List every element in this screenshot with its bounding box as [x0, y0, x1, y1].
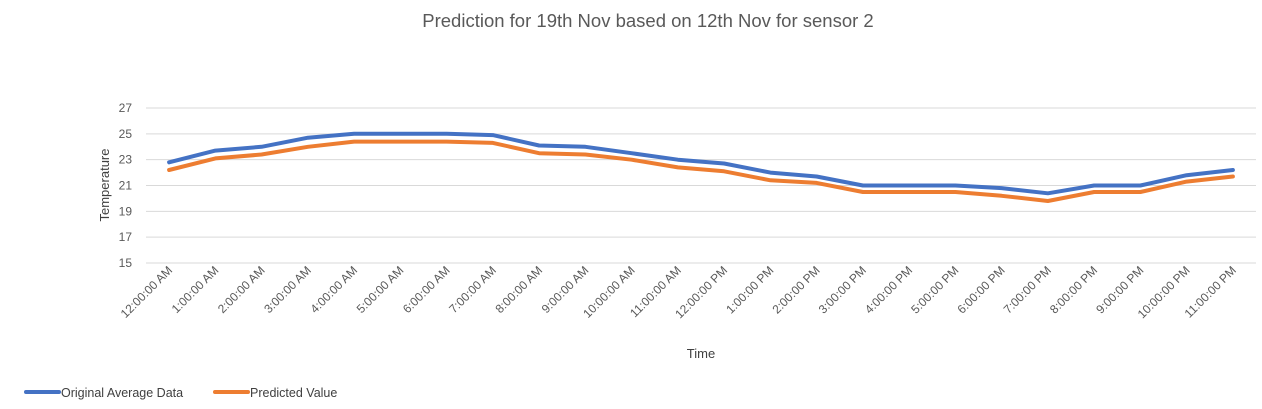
y-tick-label: 27	[119, 101, 133, 115]
legend-label-predicted: Predicted Value	[250, 386, 337, 400]
x-axis-title: Time	[687, 346, 715, 361]
y-tick-label: 15	[119, 256, 133, 270]
legend: Original Average Data Predicted Value	[24, 386, 337, 400]
series-original-average-data	[167, 131, 1235, 196]
y-tick-label: 19	[119, 204, 133, 218]
y-tick-label: 17	[119, 230, 133, 244]
y-axis-ticks: 15 17 19 21 23 25 27	[119, 101, 133, 270]
series-lines	[167, 131, 1235, 203]
y-axis-title: Temperature	[97, 149, 112, 222]
y-tick-label: 25	[119, 127, 133, 141]
series-predicted-value	[167, 139, 1235, 203]
y-tick-label: 21	[119, 179, 133, 193]
y-tick-label: 23	[119, 153, 133, 167]
legend-label-original: Original Average Data	[61, 386, 183, 400]
chart-title: Prediction for 19th Nov based on 12th No…	[422, 10, 873, 31]
